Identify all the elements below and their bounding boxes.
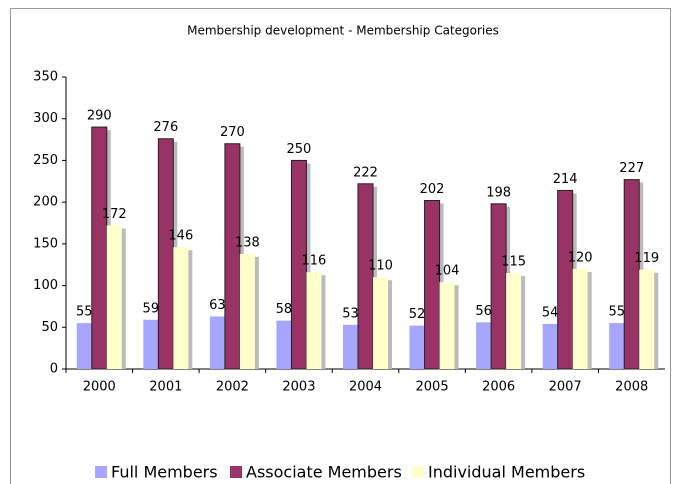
bar [623,179,640,370]
y-tick-label: 300 [33,111,58,126]
bar [306,272,322,369]
legend-label: Full Members [111,463,218,482]
bar [91,126,108,370]
value-label: 270 [220,125,245,140]
value-label: 250 [287,142,312,157]
bar [424,199,441,370]
value-label: 120 [568,250,593,265]
value-label: 52 [409,307,426,322]
bar [157,138,174,370]
bar [357,183,374,370]
value-label: 63 [209,298,226,313]
x-tick-label: 2008 [615,380,648,395]
x-tick-label: 2002 [216,380,249,395]
bar [373,277,388,369]
value-label: 55 [608,305,625,320]
value-label: 59 [143,301,160,316]
bar [557,189,574,370]
value-label: 172 [102,207,127,222]
legend-swatch [412,466,424,478]
y-tick-label: 200 [33,195,58,210]
bar [343,324,358,369]
chart-title: Membership development - Membership Cate… [187,24,499,38]
value-label: 110 [368,259,393,274]
y-tick-label: 350 [33,70,58,85]
x-tick-label: 2006 [482,380,515,395]
legend-swatch [95,466,107,478]
value-label: 227 [619,161,644,176]
value-label: 104 [435,264,460,279]
bar [290,159,307,370]
bar [224,143,241,370]
value-label: 119 [634,251,659,266]
value-label: 214 [553,172,578,187]
value-label: 146 [168,229,193,244]
y-tick-label: 50 [41,320,58,335]
value-label: 276 [153,120,178,135]
value-label: 138 [235,235,260,250]
bar [239,253,255,369]
value-label: 222 [353,165,378,180]
value-label: 198 [486,185,511,200]
value-label: 53 [342,306,359,321]
x-tick-label: 2003 [282,380,315,395]
bar [490,203,507,370]
value-label: 115 [501,255,526,270]
legend-label: Individual Members [428,463,585,482]
value-label: 56 [475,304,492,319]
value-label: 55 [76,305,93,320]
bar [476,322,492,369]
bar [76,323,92,369]
legend-label: Associate Members [246,463,402,482]
y-tick-label: 100 [33,278,58,293]
bar [276,320,292,369]
value-label: 290 [87,109,112,124]
bar [106,225,122,369]
bar [439,282,455,369]
bar [572,268,588,369]
x-tick-label: 2005 [416,380,449,395]
bar [506,273,522,369]
value-label: 202 [420,182,445,197]
y-tick-label: 150 [33,236,58,251]
bar [409,325,425,369]
y-tick-label: 0 [50,362,58,377]
bar [209,316,225,369]
y-tick-label: 250 [33,153,58,168]
bar [639,269,655,369]
x-tick-label: 2000 [83,380,116,395]
value-label: 54 [542,305,559,320]
bar [173,247,189,369]
x-tick-label: 2007 [549,380,582,395]
bar [609,323,625,369]
x-tick-label: 2004 [349,380,382,395]
value-label: 116 [302,254,327,269]
bar [542,323,558,369]
legend-swatch [230,466,242,478]
x-tick-label: 2001 [149,380,182,395]
value-label: 58 [276,302,293,317]
bar [143,319,159,369]
